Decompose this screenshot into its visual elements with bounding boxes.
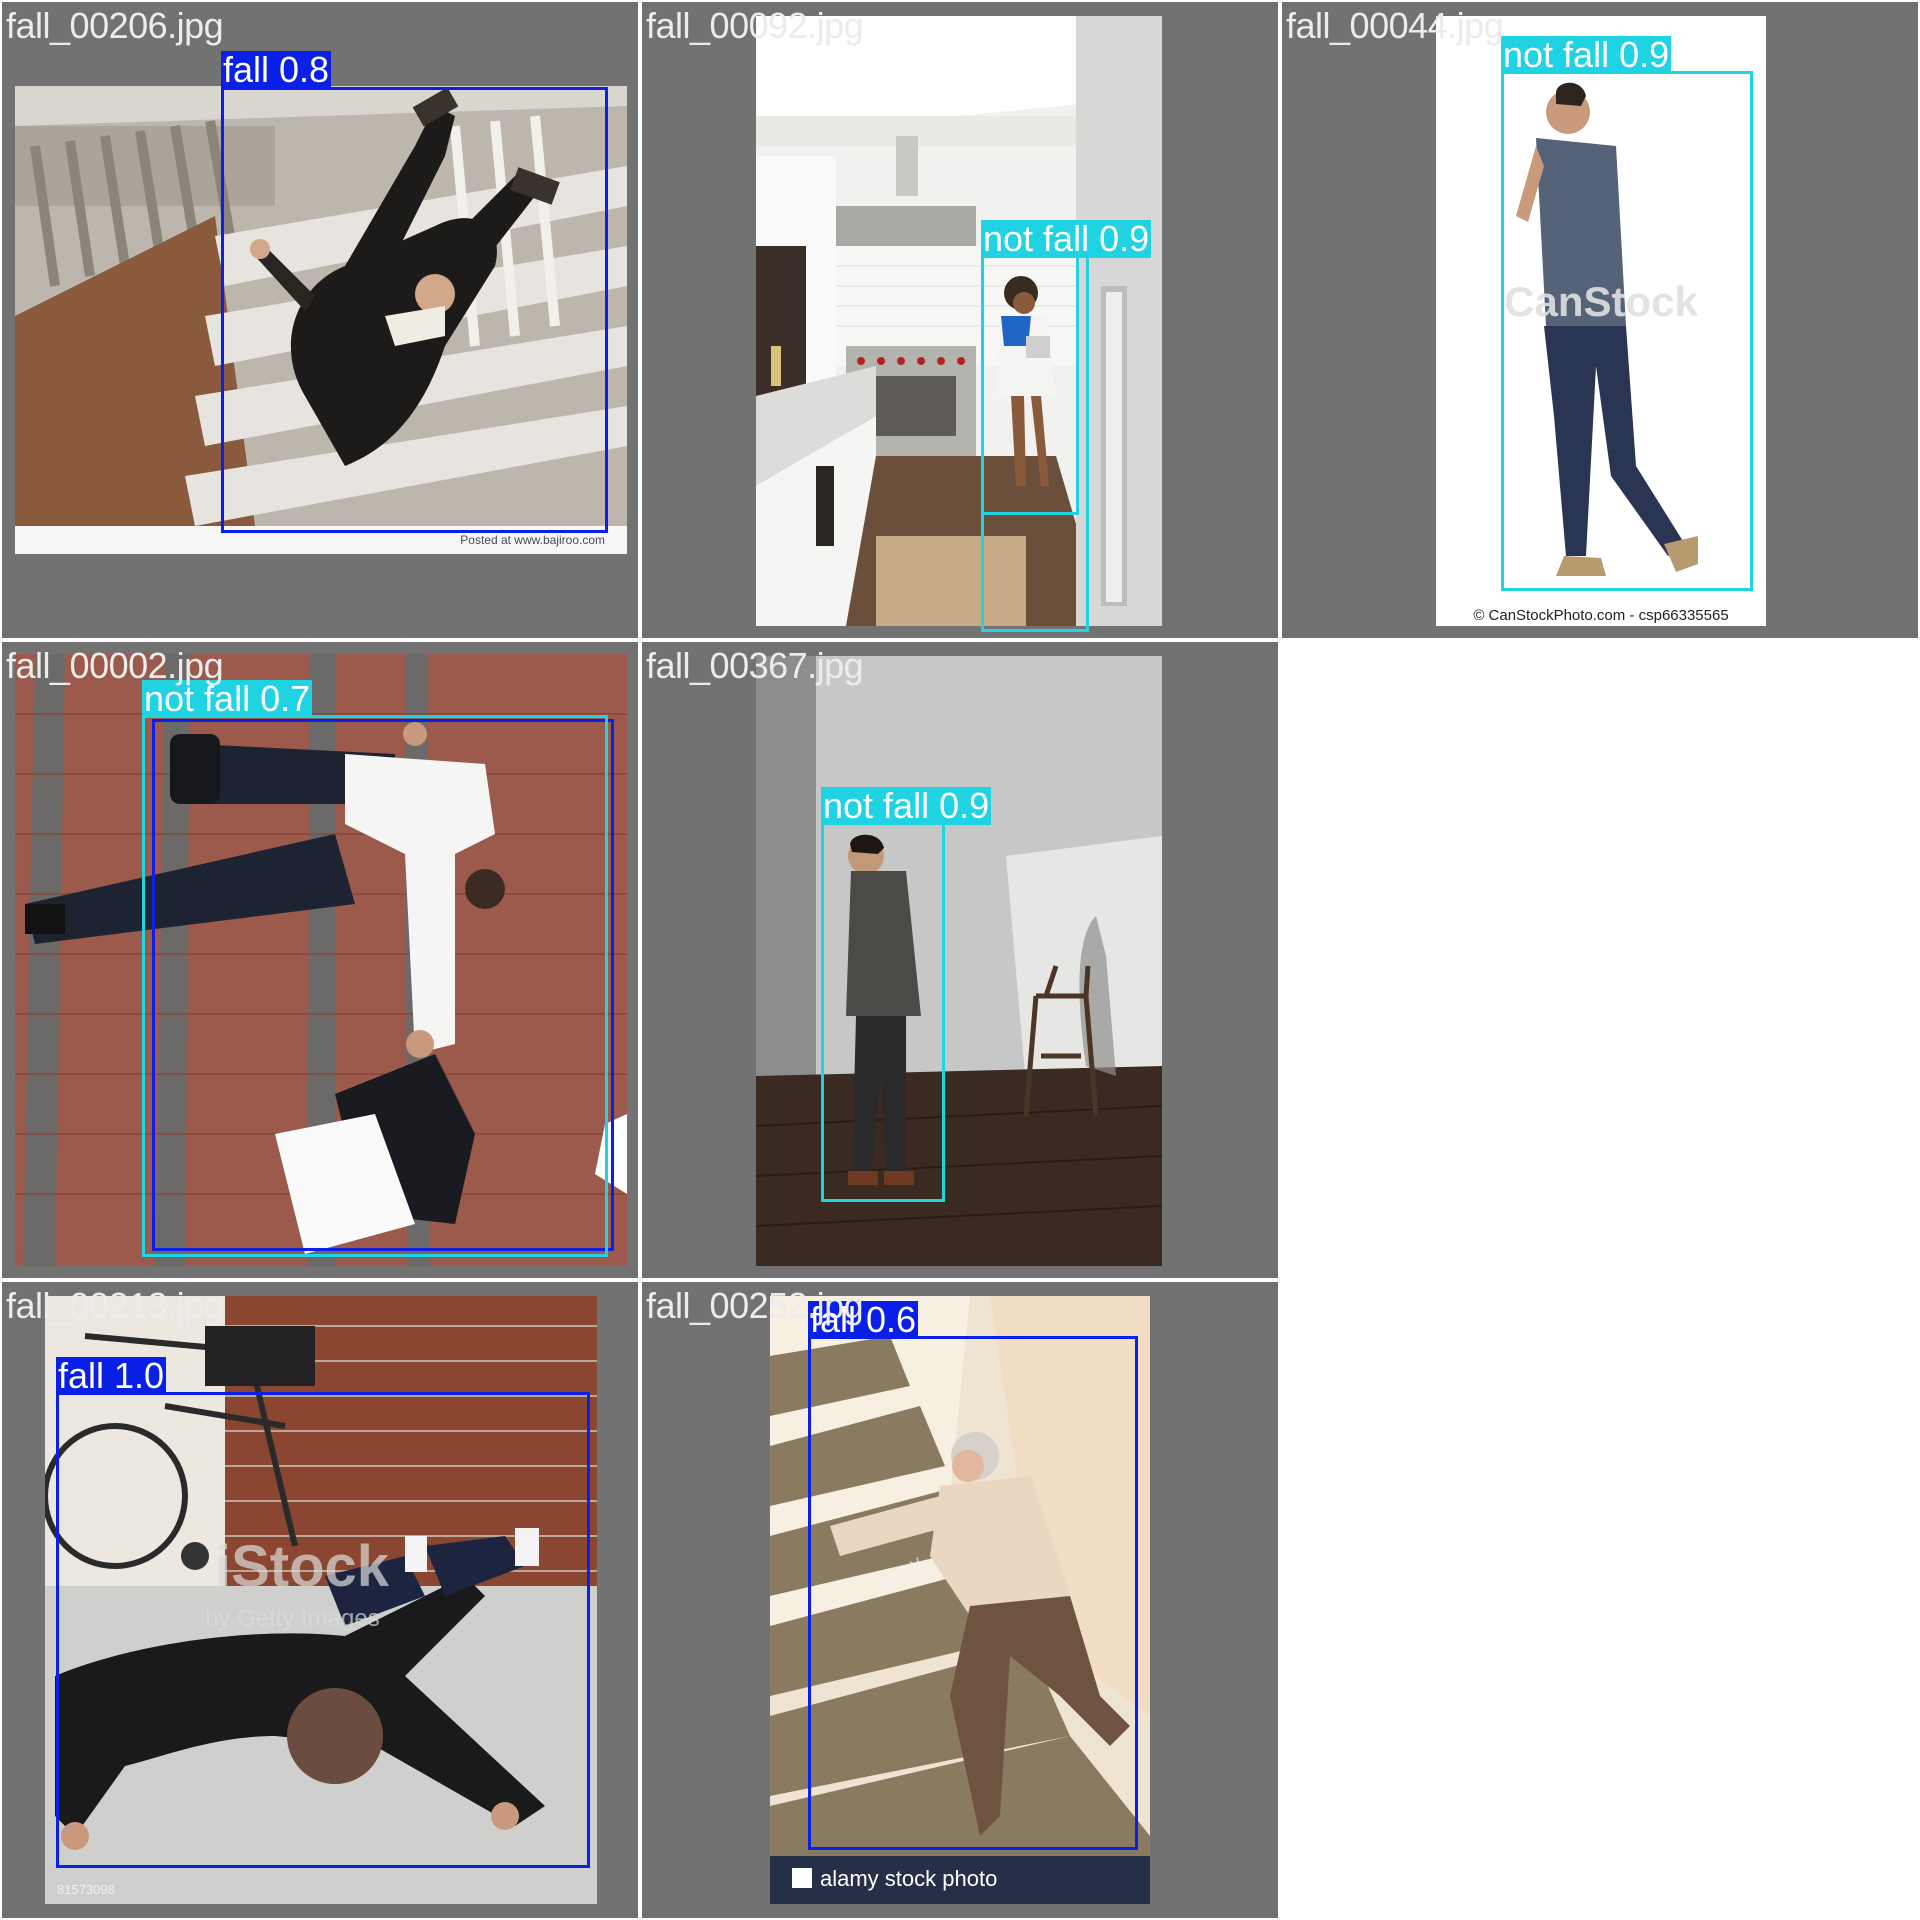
tile-fall-00092: not fall 0.9 fall_00092.jpg	[642, 2, 1278, 638]
detection-tag: not fall 0.7	[142, 678, 313, 719]
photo-walking-man-image: CanStock © CanStockPhoto.com - csp663355…	[1436, 16, 1766, 626]
tile-filename: fall_00206.jpg	[6, 5, 224, 46]
tile-fall-00252: alamy stock photo alamy fall 0.6 fall_00…	[642, 1282, 1278, 1918]
tile-fall-00367: not fall 0.9 fall_00367.jpg	[642, 642, 1278, 1278]
tile-filename: fall_00252.jpg	[646, 1285, 864, 1326]
canstock-credit: © CanStockPhoto.com - csp66335565	[1473, 607, 1728, 624]
detection-tag: not fall 0.9	[1501, 34, 1672, 75]
bbox-fall	[221, 87, 608, 533]
photo-walking-man: CanStock © CanStockPhoto.com - csp663355…	[1436, 16, 1766, 626]
photo-sidewalk-fall: iStock by Getty Images 81573098	[45, 1296, 597, 1904]
bbox-not-fall	[981, 220, 1089, 632]
tile-fall-00213: iStock by Getty Images 81573098 fall 1.0…	[2, 1282, 638, 1918]
tile-filename: fall_00044.jpg	[1286, 5, 1504, 46]
bbox-not-fall	[142, 715, 608, 1257]
bbox-not-fall	[1501, 71, 1753, 591]
photo-staircase-fall-image: alamy stock photo alamy	[770, 1296, 1150, 1904]
tile-filename: fall_00002.jpg	[6, 645, 224, 686]
bbox-fall	[808, 1336, 1138, 1850]
detection-tag: not fall 0.9	[821, 785, 992, 826]
photo-room-man	[756, 656, 1162, 1266]
empty-cell	[1282, 642, 1918, 1278]
bbox-fall	[152, 719, 614, 1251]
detection-tag: fall 0.8	[221, 49, 332, 90]
photo-room-man-image	[756, 656, 1162, 1266]
istock-watermark-sub: by Getty Images	[205, 1605, 380, 1632]
tile-fall-00044: CanStock © CanStockPhoto.com - csp663355…	[1282, 2, 1918, 638]
bbox-not-fall	[821, 822, 945, 1202]
bbox-fall	[56, 1392, 590, 1868]
photo-kitchen-image	[756, 16, 1162, 626]
photo-street-fall	[15, 654, 627, 1266]
istock-credit: 81573098	[57, 1882, 115, 1897]
detection-tag: fall 0.6	[808, 1299, 919, 1340]
photo-stairs-fall-image: Posted at www.bajiroo.com	[15, 86, 627, 554]
tile-fall-00002: not fall 0.7 fall_00002.jpg	[2, 642, 638, 1278]
alamy-credit: alamy stock photo	[820, 1866, 997, 1891]
photo-sidewalk-fall-image: iStock by Getty Images 81573098	[45, 1296, 597, 1904]
tile-filename: fall_00367.jpg	[646, 645, 864, 686]
photo-street-fall-image	[15, 654, 627, 1266]
photo-kitchen	[756, 16, 1162, 626]
photo-staircase-fall: alamy stock photo alamy	[770, 1296, 1150, 1904]
istock-watermark: iStock	[215, 1534, 390, 1599]
photo-stairs-fall: Posted at www.bajiroo.com	[15, 86, 627, 554]
detection-tag: fall 1.0	[56, 1355, 167, 1396]
canstock-watermark: CanStock	[1504, 278, 1698, 325]
tile-filename: fall_00213.jpg	[6, 1285, 224, 1326]
detection-tag: not fall 0.9	[981, 218, 1152, 259]
tile-filename: fall_00092.jpg	[646, 5, 864, 46]
stairs-watermark: Posted at www.bajiroo.com	[460, 533, 605, 547]
empty-cell	[1282, 1282, 1918, 1918]
tile-fall-00206: Posted at www.bajiroo.com fall 0.8 fall_…	[2, 2, 638, 638]
